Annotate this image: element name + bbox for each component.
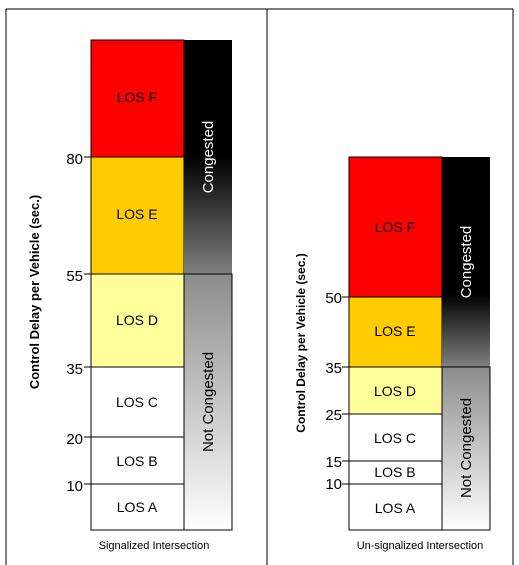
- congested-label: Congested: [458, 226, 475, 299]
- los-b-box: [90, 436, 185, 485]
- tick-label: 55: [66, 268, 83, 285]
- panel-signalized: LOS F LOS E LOS D LOS C LOS B LOS A Cong…: [27, 39, 233, 552]
- not-congested-band: [183, 273, 233, 531]
- not-congested-band: [441, 366, 491, 531]
- congested-band: [184, 40, 232, 274]
- los-a-label: LOS A: [375, 500, 416, 516]
- los-f-label: LOS F: [375, 219, 415, 235]
- los-f-box: [90, 39, 185, 158]
- tick-label: 25: [325, 407, 342, 424]
- tick-label: 35: [325, 360, 342, 377]
- tick-label: 80: [66, 151, 83, 168]
- panel-caption: Signalized Intersection: [99, 540, 210, 552]
- los-c-label: LOS C: [374, 430, 416, 446]
- los-b-label: LOS B: [374, 464, 415, 480]
- los-a-box: [348, 483, 443, 531]
- los-e-label: LOS E: [116, 206, 157, 222]
- los-d-box: [90, 273, 185, 368]
- panel-caption: Un-signalized Intersection: [357, 540, 484, 552]
- los-e-box: [348, 296, 443, 368]
- los-b-label: LOS B: [116, 453, 157, 469]
- yaxis-label: Control Delay per Vehicle (sec.): [27, 195, 42, 389]
- tick-label: 10: [325, 476, 342, 493]
- congested-label: Congested: [200, 121, 217, 194]
- panel-unsignalized: LOS F LOS E LOS D LOS C LOS B LOS A Cong…: [294, 156, 491, 552]
- not-congested-label: Not Congested: [458, 398, 475, 498]
- tick-label: 15: [325, 454, 342, 471]
- not-congested-label: Not Congested: [200, 352, 217, 452]
- los-c-label: LOS C: [116, 394, 158, 410]
- los-c-box: [348, 413, 443, 462]
- congested-band: [442, 157, 490, 367]
- tick-label: 35: [66, 361, 83, 378]
- los-d-label: LOS D: [116, 312, 158, 328]
- los-d-label: LOS D: [374, 383, 416, 399]
- los-a-box: [90, 483, 185, 531]
- tick-label: 50: [325, 290, 342, 307]
- yaxis-label: Control Delay per Vehicle (sec.): [294, 253, 308, 432]
- los-f-label: LOS F: [117, 89, 157, 105]
- los-a-label: LOS A: [117, 499, 158, 515]
- los-c-box: [90, 366, 185, 438]
- los-e-label: LOS E: [374, 323, 415, 339]
- tick-label: 20: [66, 431, 83, 448]
- tick-label: 10: [66, 478, 83, 495]
